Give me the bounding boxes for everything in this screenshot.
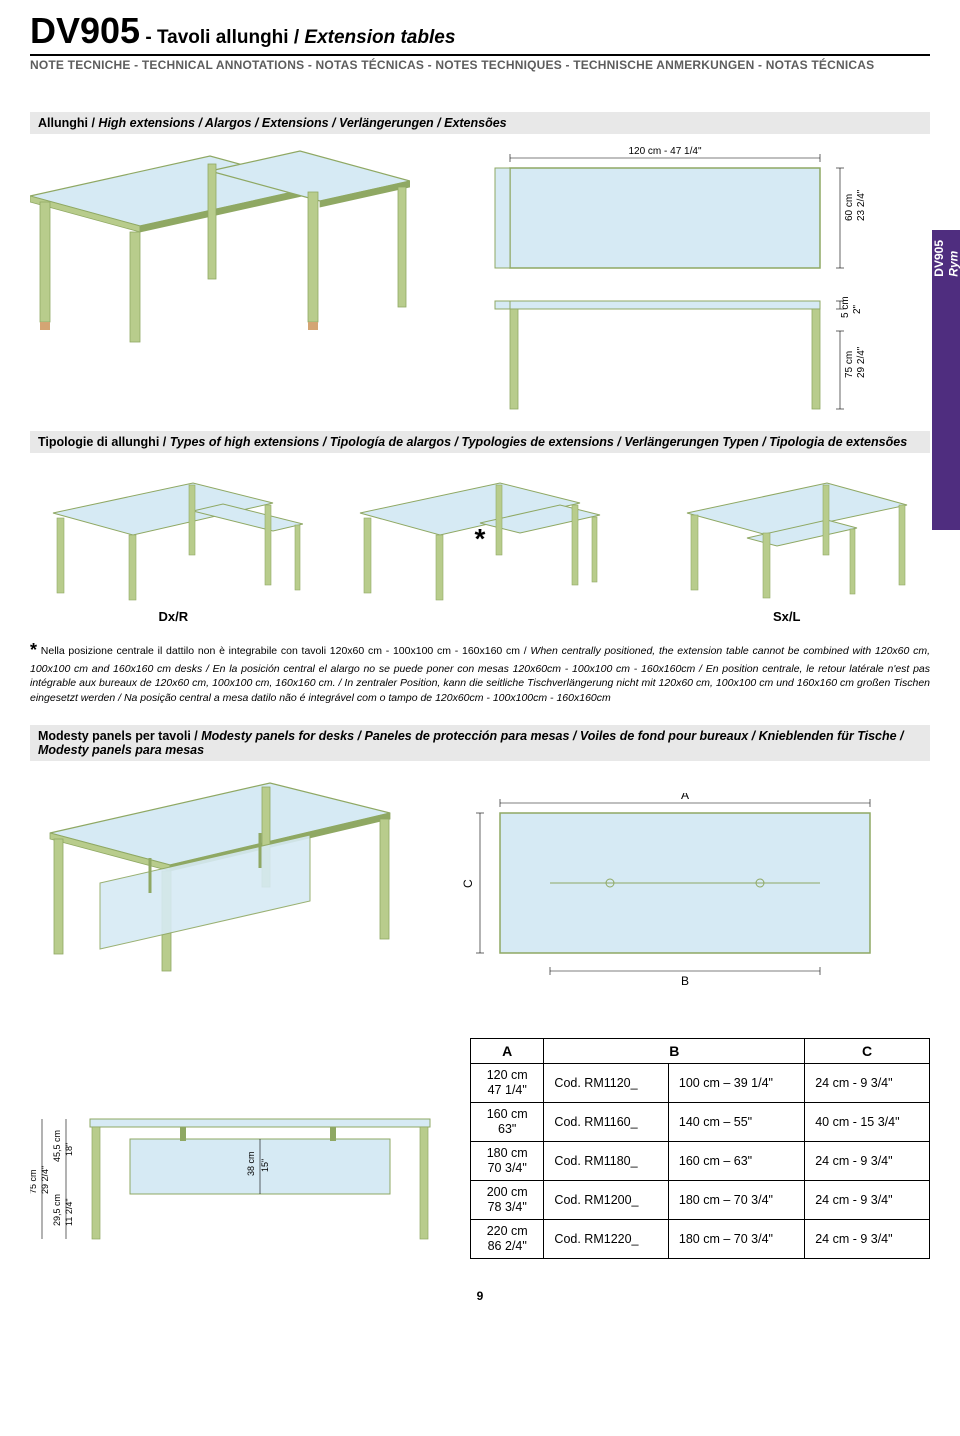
- title-italic: Extension tables: [304, 27, 455, 48]
- cell-code: Cod. RM1160_: [544, 1102, 668, 1141]
- cell-a: 200 cm78 3/4": [471, 1180, 544, 1219]
- title-plain: Tavoli allunghi /: [157, 27, 304, 48]
- svg-text:75 cm: 75 cm: [844, 351, 855, 378]
- svg-text:15": 15": [260, 1159, 270, 1172]
- svg-text:23 2/4": 23 2/4": [856, 189, 867, 221]
- table-row: 180 cm70 3/4"Cod. RM1180_160 cm – 63"24 …: [471, 1141, 930, 1180]
- cell-code: Cod. RM1220_: [544, 1219, 668, 1258]
- table-row: 200 cm78 3/4"Cod. RM1200_180 cm – 70 3/4…: [471, 1180, 930, 1219]
- section3-header: Modesty panels per tavoli / Modesty pane…: [30, 725, 930, 761]
- page-number: 9: [30, 1289, 930, 1303]
- extension-plan-and-elevation: 120 cm - 47 1/4" 60 cm 23 2/4": [440, 146, 930, 431]
- section1-row: 120 cm - 47 1/4" 60 cm 23 2/4": [30, 146, 930, 431]
- extension-iso-drawing: [30, 146, 410, 351]
- cell-a: 120 cm47 1/4": [471, 1063, 544, 1102]
- section2-header: Tipologie di allunghi / Types of high ex…: [30, 431, 930, 453]
- cell-a: 220 cm86 2/4": [471, 1219, 544, 1258]
- cell-c: 24 cm - 9 3/4": [805, 1063, 930, 1102]
- section1-header: Allunghi / High extensions / Alargos / E…: [30, 112, 930, 134]
- cell-b: 180 cm – 70 3/4": [668, 1219, 804, 1258]
- svg-text:38 cm: 38 cm: [246, 1151, 256, 1176]
- svg-text:B: B: [681, 974, 689, 988]
- cell-a: 160 cm63": [471, 1102, 544, 1141]
- cell-b: 100 cm – 39 1/4": [668, 1063, 804, 1102]
- cell-b: 140 cm – 55": [668, 1102, 804, 1141]
- svg-text:A: A: [681, 793, 689, 802]
- svg-text:C: C: [461, 879, 475, 888]
- modesty-row: A C B: [30, 773, 930, 1018]
- svg-text:2": 2": [852, 304, 863, 314]
- svg-text:18": 18": [64, 1143, 74, 1156]
- cell-c: 40 cm - 15 3/4": [805, 1102, 930, 1141]
- typology-right-label: Dx/R: [159, 609, 189, 624]
- page-title: DV905 - Tavoli allunghi / Extension tabl…: [30, 10, 930, 56]
- cell-c: 24 cm - 9 3/4": [805, 1219, 930, 1258]
- typology-left: Sx/L: [643, 473, 930, 624]
- table-row: 220 cm86 2/4"Cod. RM1220_180 cm – 70 3/4…: [471, 1219, 930, 1258]
- typology-row: Dx/R * Sx/L: [30, 473, 930, 624]
- cell-code: Cod. RM1120_: [544, 1063, 668, 1102]
- modesty-plan: A C B: [440, 773, 930, 1018]
- modesty-front-elevation: 75 cm 29 2/4" 45,5 cm 18" 29,5 cm 11 2/4…: [30, 1104, 450, 1259]
- bottom-row: 75 cm 29 2/4" 45,5 cm 18" 29,5 cm 11 2/4…: [30, 1038, 930, 1259]
- title-dash: -: [140, 27, 157, 48]
- cell-b: 180 cm – 70 3/4": [668, 1180, 804, 1219]
- svg-text:75 cm: 75 cm: [30, 1169, 38, 1194]
- footnote: * Nella posizione centrale il dattilo no…: [30, 638, 930, 705]
- svg-text:11 2/4": 11 2/4": [64, 1198, 74, 1226]
- th-a: A: [471, 1038, 544, 1063]
- cell-code: Cod. RM1180_: [544, 1141, 668, 1180]
- codes-table: A B C 120 cm47 1/4"Cod. RM1120_100 cm – …: [470, 1038, 930, 1259]
- cell-b: 160 cm – 63": [668, 1141, 804, 1180]
- title-code: DV905: [30, 10, 140, 51]
- cell-c: 24 cm - 9 3/4": [805, 1180, 930, 1219]
- typology-right: Dx/R: [30, 473, 317, 624]
- typology-left-label: Sx/L: [773, 609, 800, 624]
- svg-text:60 cm: 60 cm: [844, 194, 855, 221]
- svg-text:29 2/4": 29 2/4": [856, 346, 867, 378]
- svg-text:45,5 cm: 45,5 cm: [52, 1130, 62, 1162]
- table-row: 120 cm47 1/4"Cod. RM1120_100 cm – 39 1/4…: [471, 1063, 930, 1102]
- cell-c: 24 cm - 9 3/4": [805, 1141, 930, 1180]
- modesty-iso: [30, 773, 410, 978]
- th-b: B: [544, 1038, 805, 1063]
- dim-width: 120 cm - 47 1/4": [628, 146, 701, 157]
- svg-text:29 2/4": 29 2/4": [40, 1166, 50, 1194]
- center-asterisk: *: [475, 523, 486, 555]
- table-row: 160 cm63"Cod. RM1160_140 cm – 55"40 cm -…: [471, 1102, 930, 1141]
- cell-code: Cod. RM1200_: [544, 1180, 668, 1219]
- cell-a: 180 cm70 3/4": [471, 1141, 544, 1180]
- typology-center: *: [337, 473, 624, 624]
- svg-text:5 cm: 5 cm: [840, 296, 851, 318]
- th-c: C: [805, 1038, 930, 1063]
- svg-text:29,5 cm: 29,5 cm: [52, 1194, 62, 1226]
- technical-notes-line: NOTE TECNICHE - TECHNICAL ANNOTATIONS - …: [30, 58, 930, 72]
